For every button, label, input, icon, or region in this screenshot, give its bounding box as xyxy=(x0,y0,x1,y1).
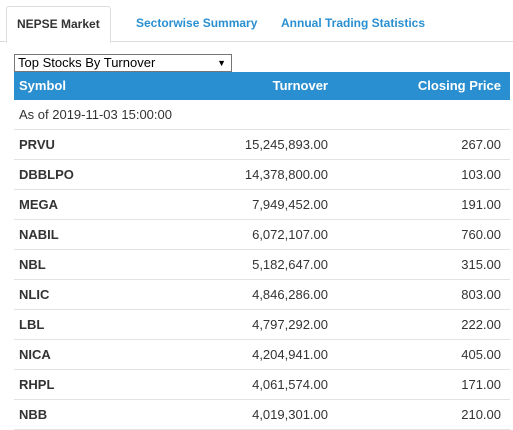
table-row: NICA 4,204,941.00 405.00 xyxy=(14,340,510,370)
table-row: DBBLPO 14,378,800.00 103.00 xyxy=(14,160,510,190)
row-closing-price: 171.00 xyxy=(461,377,501,392)
row-closing-price: 267.00 xyxy=(461,137,501,152)
row-closing-price: 803.00 xyxy=(461,287,501,302)
row-turnover: 14,378,800.00 xyxy=(244,167,328,182)
row-turnover: 6,072,107.00 xyxy=(252,227,328,242)
row-closing-price: 405.00 xyxy=(461,347,501,362)
row-symbol[interactable]: DBBLPO xyxy=(19,167,74,182)
row-turnover: 4,019,301.00 xyxy=(252,407,328,422)
header-closing-price[interactable]: Closing Price xyxy=(417,78,501,93)
row-turnover: 7,949,452.00 xyxy=(252,197,328,212)
table-row: PRVU 15,245,893.00 267.00 xyxy=(14,130,510,160)
tab-nepse-market[interactable]: NEPSE Market xyxy=(6,6,111,43)
table-header: Symbol Turnover Closing Price xyxy=(14,72,510,100)
row-turnover: 4,061,574.00 xyxy=(252,377,328,392)
table-row: NBB 4,019,301.00 210.00 xyxy=(14,400,510,430)
tab-sectorwise-summary[interactable]: Sectorwise Summary xyxy=(136,16,258,30)
row-closing-price: 315.00 xyxy=(461,257,501,272)
table-row: MEGA 7,949,452.00 191.00 xyxy=(14,190,510,220)
row-turnover: 15,245,893.00 xyxy=(244,137,328,152)
table-row: NBL 5,182,647.00 315.00 xyxy=(14,250,510,280)
row-symbol[interactable]: PRVU xyxy=(19,137,55,152)
row-symbol[interactable]: NABIL xyxy=(19,227,59,242)
top-stocks-table: Symbol Turnover Closing Price As of 2019… xyxy=(14,72,510,430)
row-turnover: 4,204,941.00 xyxy=(252,347,328,362)
row-closing-price: 222.00 xyxy=(461,317,501,332)
row-closing-price: 103.00 xyxy=(461,167,501,182)
as-of-timestamp: As of 2019-11-03 15:00:00 xyxy=(14,100,510,130)
row-symbol[interactable]: NBB xyxy=(19,407,48,422)
row-closing-price: 191.00 xyxy=(461,197,501,212)
table-row: LBL 4,797,292.00 222.00 xyxy=(14,310,510,340)
row-closing-price: 760.00 xyxy=(461,227,501,242)
table-row: NABIL 6,072,107.00 760.00 xyxy=(14,220,510,250)
tab-bar: NEPSE Market Sectorwise Summary Annual T… xyxy=(0,0,513,43)
row-turnover: 5,182,647.00 xyxy=(252,257,328,272)
row-symbol[interactable]: RHPL xyxy=(19,377,55,392)
stock-filter-select[interactable]: Top Stocks By Turnover ▼ xyxy=(14,54,232,72)
row-symbol[interactable]: NICA xyxy=(19,347,51,362)
row-turnover: 4,797,292.00 xyxy=(252,317,328,332)
stock-filter-selected-value: Top Stocks By Turnover xyxy=(18,55,156,70)
header-turnover[interactable]: Turnover xyxy=(272,78,328,93)
chevron-down-icon: ▼ xyxy=(217,58,226,68)
header-symbol[interactable]: Symbol xyxy=(19,78,66,93)
row-symbol[interactable]: MEGA xyxy=(19,197,58,212)
tab-annual-trading-statistics[interactable]: Annual Trading Statistics xyxy=(281,16,426,30)
table-row: NLIC 4,846,286.00 803.00 xyxy=(14,280,510,310)
table-row: RHPL 4,061,574.00 171.00 xyxy=(14,370,510,400)
row-symbol[interactable]: NBL xyxy=(19,257,46,272)
row-symbol[interactable]: LBL xyxy=(19,317,45,332)
row-turnover: 4,846,286.00 xyxy=(252,287,328,302)
row-symbol[interactable]: NLIC xyxy=(19,287,50,302)
row-closing-price: 210.00 xyxy=(461,407,501,422)
